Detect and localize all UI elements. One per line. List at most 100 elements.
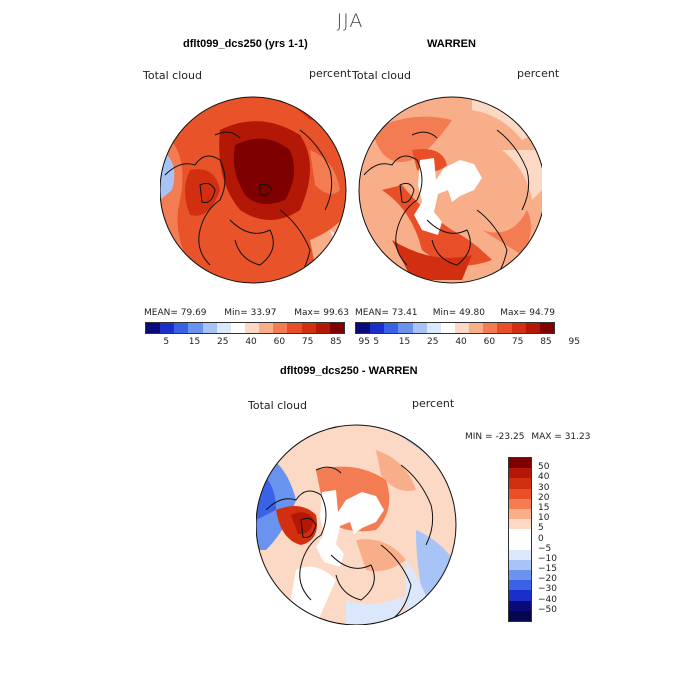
colorbar-tick-label: 25 — [217, 337, 229, 347]
colorbar-tick-label: 40 — [538, 472, 550, 483]
stat-min: Min= 33.97 — [224, 308, 277, 318]
colorbar-swatch — [469, 323, 484, 333]
colorbar-swatch — [509, 559, 531, 571]
colorbar-swatch — [509, 580, 531, 591]
colorbar-tick-label: 20 — [538, 492, 550, 503]
stat-min: Min= 49.80 — [432, 308, 485, 318]
colorbar-swatch — [146, 323, 161, 333]
colorbar-tick-label: 40 — [455, 337, 467, 347]
stat-max: Max= 99.63 — [294, 308, 349, 318]
colorbar-swatch — [174, 323, 189, 333]
panel-units-label: percent — [517, 67, 560, 80]
colorbar-swatch — [356, 323, 371, 333]
panel-units-label: percent — [309, 67, 352, 80]
colorbar-swatch — [370, 323, 385, 333]
colorbar-tick-label: −5 — [538, 543, 552, 554]
colorbar-swatch — [511, 323, 526, 333]
colorbar-tick-label: 40 — [245, 337, 257, 347]
colorbar-swatch — [509, 519, 531, 530]
panel-variable-label: Total cloud — [352, 69, 411, 82]
polar-map-model — [160, 96, 347, 284]
colorbar-tick-label: −40 — [538, 594, 557, 605]
stat-min: MIN = -23.25 — [465, 432, 525, 442]
colorbar-tick-label: 50 — [538, 462, 550, 473]
colorbar-swatch — [509, 590, 531, 601]
colorbar-swatch — [509, 468, 531, 479]
colorbar-tick-label: 10 — [538, 513, 550, 524]
stat-mean: MEAN= 73.41 — [355, 308, 418, 318]
colorbar-swatch — [440, 323, 455, 333]
colorbar-swatch — [216, 323, 231, 333]
colorbar-swatch — [287, 323, 302, 333]
colorbar-tick-label: 15 — [188, 337, 201, 347]
colorbar-ticks-diff: 50 40 30 20 15 10 5 0 −5 −10 −15 −20 −30 −40 −50 — [538, 457, 568, 620]
colorbar-tick-label: −50 — [538, 604, 557, 615]
colorbar-tick-label: 95 — [358, 337, 370, 347]
colorbar-tick-label: 85 — [330, 337, 342, 347]
colorbar-swatch — [188, 323, 203, 333]
stat-mean: MEAN= 79.69 — [144, 308, 207, 318]
colorbar-diff — [508, 457, 532, 622]
panel-variable-label: Total cloud — [143, 69, 202, 82]
colorbar-swatch — [398, 323, 413, 333]
panel-stats-diff: MIN = -23.25 MAX = 31.23 — [465, 432, 590, 442]
colorbar-swatch — [412, 323, 427, 333]
colorbar-swatch — [483, 323, 498, 333]
panel-title-obs: WARREN — [427, 38, 476, 50]
colorbar-swatch — [509, 488, 531, 499]
colorbar-swatch — [160, 323, 175, 333]
panel-title-diff: dflt099_dcs250 - WARREN — [280, 365, 418, 377]
panel-title-model: dflt099_dcs250 (yrs 1-1) — [183, 38, 308, 50]
colorbar-tick-label: 5 — [538, 523, 544, 534]
colorbar-tick-label: −15 — [538, 564, 557, 575]
colorbar-tick-label: −10 — [538, 553, 557, 564]
colorbar-swatch — [509, 458, 531, 469]
colorbar-ticks-model: 5 15 25 40 60 75 85 95 — [145, 337, 370, 349]
panel-stats-model: MEAN= 79.69 Min= 33.97 Max= 99.63 — [144, 308, 349, 318]
colorbar-swatch — [273, 323, 288, 333]
colorbar-ticks-obs: 5 15 25 40 60 75 85 95 — [355, 337, 580, 349]
colorbar-tick-label: 15 — [398, 337, 411, 347]
panel-units-label: percent — [412, 397, 455, 410]
colorbar-swatch — [230, 323, 245, 333]
colorbar-swatch — [509, 549, 531, 560]
colorbar-swatch — [509, 498, 531, 509]
colorbar-swatch — [259, 323, 274, 333]
colorbar-tick-label: −20 — [538, 574, 557, 585]
colorbar-tick-label: 0 — [538, 533, 544, 544]
colorbar-tick-label: 25 — [427, 337, 439, 347]
colorbar-swatch — [301, 323, 316, 333]
colorbar-tick-label: 5 — [163, 337, 170, 347]
panel-stats-obs: MEAN= 73.41 Min= 49.80 Max= 94.79 — [355, 308, 555, 318]
polar-map-diff — [256, 424, 457, 625]
colorbar-swatch — [384, 323, 399, 333]
colorbar-swatch — [426, 323, 441, 333]
colorbar-swatch — [244, 323, 260, 333]
colorbar-model — [145, 322, 345, 334]
colorbar-swatch — [509, 610, 531, 621]
colorbar-swatch — [509, 529, 531, 540]
colorbar-swatch — [454, 323, 470, 333]
colorbar-tick-label: 85 — [540, 337, 552, 347]
colorbar-swatch — [539, 323, 554, 333]
colorbar-swatch — [509, 539, 531, 550]
colorbar-obs — [355, 322, 555, 334]
figure-title: JJA — [336, 10, 364, 32]
colorbar-tick-label: −30 — [538, 584, 557, 595]
colorbar-tick-label: 15 — [538, 502, 550, 513]
colorbar-swatch — [497, 323, 512, 333]
colorbar-tick-label: 5 — [373, 337, 380, 347]
stat-max: MAX = 31.23 — [531, 432, 591, 442]
colorbar-swatch — [509, 570, 531, 581]
stat-max: Max= 94.79 — [500, 308, 555, 318]
colorbar-swatch — [315, 323, 330, 333]
colorbar-tick-label: 60 — [273, 337, 286, 347]
colorbar-tick-label: 30 — [538, 482, 550, 493]
polar-map-obs — [358, 96, 542, 284]
colorbar-swatch — [509, 600, 531, 611]
colorbar-swatch — [329, 323, 344, 333]
colorbar-swatch — [202, 323, 217, 333]
colorbar-tick-label: 95 — [568, 337, 580, 347]
colorbar-tick-label: 60 — [483, 337, 496, 347]
panel-variable-label: Total cloud — [248, 399, 307, 412]
